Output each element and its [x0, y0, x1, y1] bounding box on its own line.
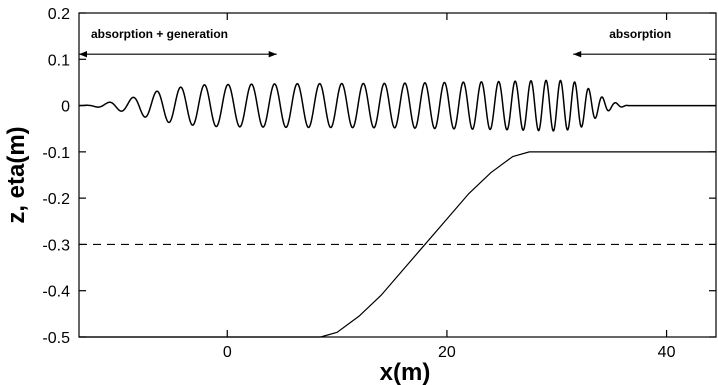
tick-labels: 0.2 0.1 0 -0.1 -0.2 -0.3 -0.4 -0.5 0 20 40 — [42, 6, 675, 361]
y-tick-label: -0.5 — [42, 330, 70, 347]
bottom-profile-line — [79, 151, 716, 338]
series-layer — [79, 79, 716, 338]
annotation-label: absorption + generation — [91, 27, 228, 41]
free-surface-line — [79, 79, 716, 132]
x-tick-label: 0 — [223, 344, 232, 361]
x-tick-label: 20 — [438, 344, 456, 361]
x-axis-title: x(m) — [380, 359, 431, 385]
y-tick-label: -0.1 — [42, 145, 70, 162]
x-tick-label: 40 — [658, 344, 676, 361]
y-tick-label: 0.1 — [48, 52, 70, 69]
y-tick-label: 0 — [61, 99, 70, 116]
y-tick-label: 0.2 — [48, 6, 70, 23]
y-tick-label: -0.3 — [42, 237, 70, 254]
plot-frame — [78, 12, 717, 338]
y-tick-label: -0.2 — [42, 191, 70, 208]
annotation-label: absorption — [609, 27, 671, 41]
annotation-layer: absorption + generation absorption — [79, 27, 716, 58]
y-axis-title: z, eta(m) — [3, 126, 30, 223]
axis-ticks — [79, 12, 716, 338]
y-tick-label: -0.4 — [42, 284, 70, 301]
